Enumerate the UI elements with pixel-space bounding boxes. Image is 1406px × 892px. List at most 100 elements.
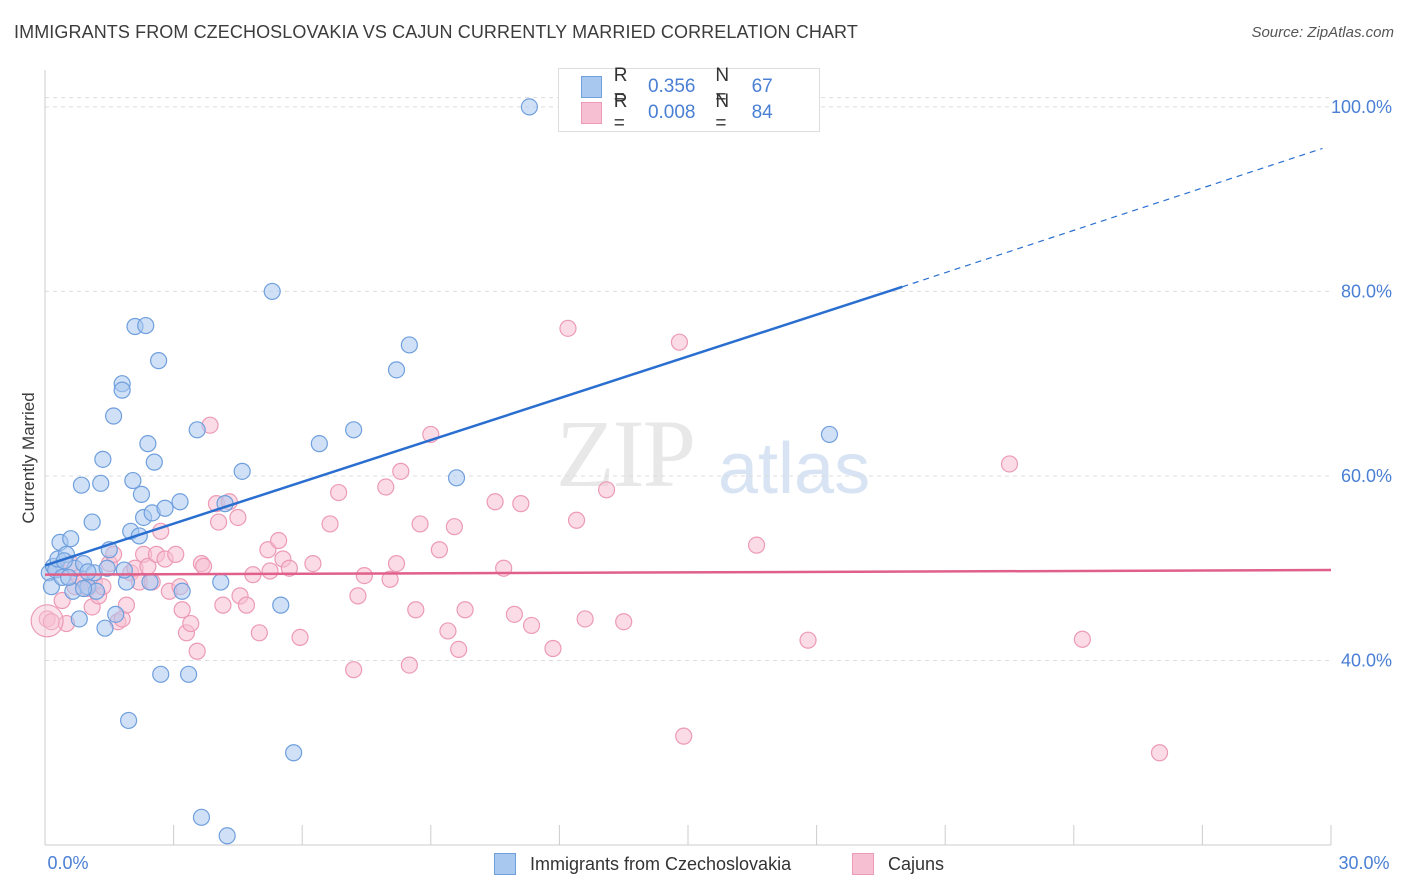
- watermark-atlas: atlas: [718, 429, 871, 509]
- n-label: N =: [715, 91, 730, 134]
- legend-label: Cajuns: [888, 853, 945, 874]
- r-value: 0.008: [647, 102, 696, 123]
- cajuns-point-cluster: [30, 604, 64, 638]
- cajuns-point: [597, 481, 616, 499]
- cajuns-point: [615, 613, 633, 631]
- czechoslovakia-point: [137, 316, 155, 335]
- czechoslovakia-point: [119, 711, 138, 730]
- r-label: R =: [613, 91, 628, 134]
- cajuns-point: [195, 557, 213, 575]
- legend-item-czechoslovakia: Immigrants from Czechoslovakia: [494, 850, 791, 878]
- czechoslovakia-point: [173, 582, 191, 600]
- czechoslovakia-point: [149, 352, 168, 370]
- source-credit: Source: ZipAtlas.com: [1251, 24, 1394, 41]
- czechoslovakia-point: [124, 471, 142, 490]
- czechoslovakia-point: [113, 381, 131, 399]
- czechoslovakia-point: [387, 361, 406, 379]
- cajuns-point: [486, 493, 504, 511]
- n-value: 84: [751, 102, 773, 123]
- czechoslovakia-point: [107, 605, 125, 623]
- n-value: 67: [751, 76, 773, 97]
- czechoslovakia-point: [400, 336, 418, 354]
- czechoslovakia-point: [171, 493, 189, 511]
- x-tick-label-min: 0.0%: [47, 853, 88, 873]
- trend-lines: [44, 147, 1332, 576]
- cajuns-point: [387, 555, 406, 573]
- y-tick-label: 100.0%: [1331, 97, 1392, 117]
- x-tick-label-max: 30.0%: [1338, 853, 1389, 873]
- cajuns-point: [291, 628, 309, 647]
- czechoslovakia-point: [94, 450, 112, 468]
- czechoslovakia-point: [520, 98, 538, 116]
- r-value: 0.356: [647, 76, 696, 97]
- cajuns-point: [799, 631, 817, 649]
- czechoslovakia-point: [212, 573, 230, 591]
- czechoslovakia-trend-extension: [902, 147, 1323, 288]
- czechoslovakia-point: [820, 425, 839, 444]
- cajuns-point: [330, 483, 348, 502]
- axis-layer: [44, 70, 1332, 846]
- cajuns-point: [456, 601, 474, 619]
- czechoslovakia-point: [132, 485, 151, 504]
- r-label: R =: [613, 65, 628, 108]
- cajuns-point: [450, 640, 468, 659]
- czechoslovakia-point: [180, 665, 198, 683]
- cajuns-point: [381, 570, 399, 588]
- czechoslovakia-point: [152, 665, 170, 683]
- czechoslovakia-point: [188, 421, 206, 439]
- cajuns-point: [355, 566, 373, 585]
- czechoslovakia-point: [156, 499, 174, 517]
- czechoslovakia-point: [139, 435, 157, 453]
- czechoslovakia-point: [72, 476, 91, 494]
- cajuns-point: [345, 661, 363, 679]
- czechoslovakia-points: [40, 98, 839, 845]
- cajuns-point: [167, 545, 185, 563]
- czechoslovakia-point: [218, 827, 236, 845]
- stats-legend-row-cajuns: R = 0.008 N = 84: [581, 91, 819, 134]
- stats-legend-row-czechoslovakia: R = 0.356 N = 67: [581, 65, 819, 108]
- cajuns-point: [210, 513, 228, 531]
- cajuns-point: [237, 596, 256, 614]
- czechoslovakia-point: [59, 568, 78, 587]
- y-tick-label: 40.0%: [1341, 650, 1392, 670]
- czechoslovakia-point: [272, 596, 290, 614]
- cajuns-point: [567, 511, 586, 529]
- cajuns-point: [1073, 630, 1091, 648]
- cajuns-point: [321, 515, 339, 533]
- cajuns-point: [670, 333, 689, 351]
- czechoslovakia-point: [233, 462, 251, 480]
- cajuns-point: [229, 508, 247, 527]
- cajuns-point: [544, 639, 562, 658]
- n-label: N =: [715, 65, 730, 108]
- cajuns-point: [439, 622, 457, 640]
- y-tick-label: 60.0%: [1341, 466, 1392, 486]
- cajuns-point: [377, 478, 395, 496]
- czechoslovakia-point: [310, 435, 328, 453]
- czechoslovakia-point: [115, 561, 133, 579]
- cajuns-point: [430, 541, 448, 559]
- czechoslovakia-point: [74, 579, 93, 598]
- grid-layer: 40.0% 60.0% 80.0% 100.0%: [45, 97, 1392, 670]
- chart-title: IMMIGRANTS FROM CZECHOSLOVAKIA VS CAJUN …: [14, 22, 858, 42]
- czechoslovakia-point: [70, 610, 88, 628]
- czechoslovakia-point: [141, 573, 159, 591]
- legend-swatch-blue: [581, 76, 602, 98]
- czechoslovakia-point: [62, 530, 80, 548]
- legend-label: Immigrants from Czechoslovakia: [530, 853, 792, 874]
- cajuns-point: [675, 727, 693, 745]
- cajuns-point: [576, 610, 594, 628]
- y-axis-label: Currently Married: [19, 392, 38, 523]
- cajuns-point: [214, 596, 232, 614]
- cajuns-point: [188, 642, 206, 660]
- legend-swatch-pink: [581, 102, 602, 124]
- czechoslovakia-point: [96, 619, 114, 637]
- czechoslovakia-point: [192, 808, 211, 826]
- cajuns-point: [182, 614, 200, 633]
- cajuns-point: [261, 562, 279, 580]
- czechoslovakia-trend-line: [44, 285, 903, 567]
- cajuns-point: [349, 587, 367, 605]
- cajuns-point: [411, 515, 429, 533]
- cajuns-point: [445, 518, 463, 536]
- cajuns-point: [392, 462, 410, 480]
